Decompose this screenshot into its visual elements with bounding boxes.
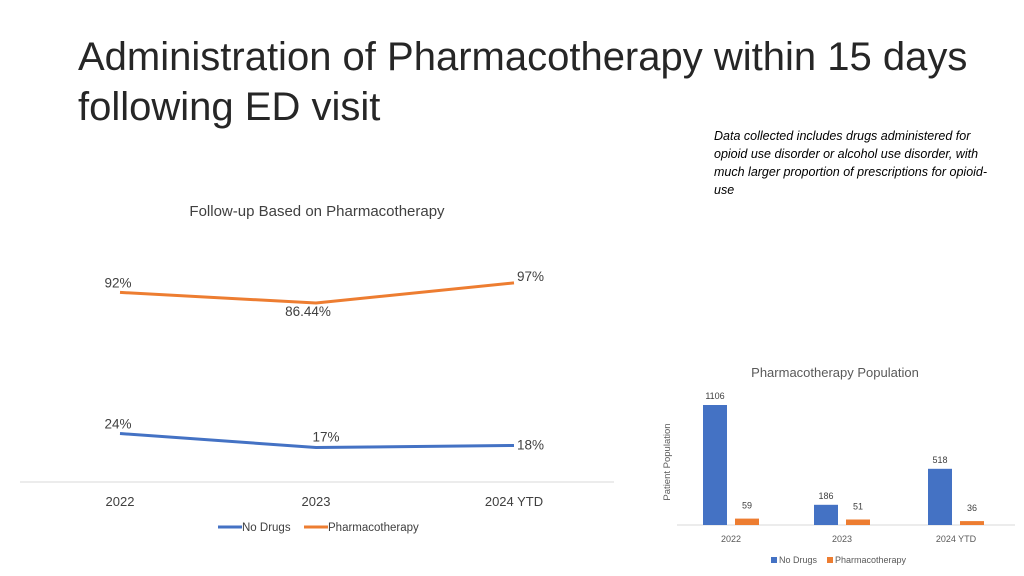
bar-label-no-drugs-2023: 186	[818, 491, 833, 501]
bar-chart-y-axis-label: Patient Population	[662, 423, 673, 500]
bar-pharmacotherapy-2024-ytd	[960, 521, 984, 525]
bar-x-tick-label-2024-ytd: 2024 YTD	[936, 534, 977, 544]
bar-no-drugs-2024-ytd	[928, 468, 952, 525]
bar-legend-label-no-drugs: No Drugs	[779, 555, 818, 565]
data-note: Data collected includes drugs administer…	[714, 129, 988, 197]
data-label-no-drugs-2024-ytd: 18%	[517, 438, 544, 453]
bar-legend-swatch-pharmacotherapy	[827, 557, 833, 563]
x-tick-label-2024-ytd: 2024 YTD	[485, 494, 543, 509]
data-label-pharmacotherapy-2024-ytd: 97%	[517, 269, 544, 284]
bar-label-pharmacotherapy-2022: 59	[742, 501, 752, 511]
population-bar-chart: Pharmacotherapy Population Patient Popul…	[662, 365, 1015, 565]
data-label-pharmacotherapy-2023: 86.44%	[285, 304, 331, 319]
bar-no-drugs-2022	[703, 405, 727, 525]
bar-pharmacotherapy-2022	[735, 518, 759, 525]
line-chart-title: Follow-up Based on Pharmacotherapy	[189, 203, 445, 220]
bar-x-tick-label-2022: 2022	[721, 534, 741, 544]
series-line-no-drugs	[119, 432, 515, 449]
bar-no-drugs-2023	[814, 504, 838, 525]
slide-title: Administration of Pharmacotherapy within…	[78, 35, 968, 129]
legend-label-pharmacotherapy: Pharmacotherapy	[328, 522, 419, 534]
bar-legend-label-pharmacotherapy: Pharmacotherapy	[835, 555, 907, 565]
bar-chart-title: Pharmacotherapy Population	[751, 365, 919, 380]
bar-x-tick-label-2023: 2023	[832, 534, 852, 544]
bar-legend-swatch-no-drugs	[771, 557, 777, 563]
legend-label-no-drugs: No Drugs	[242, 522, 291, 534]
data-label-no-drugs-2023: 17%	[312, 430, 339, 445]
followup-line-chart: Follow-up Based on Pharmacotherapy 2022 2…	[20, 203, 614, 534]
bar-pharmacotherapy-2023	[846, 519, 870, 525]
x-tick-label-2022: 2022	[106, 494, 135, 509]
bar-label-pharmacotherapy-2024-ytd: 36	[967, 503, 977, 513]
data-label-pharmacotherapy-2022: 92%	[104, 275, 131, 290]
x-tick-label-2023: 2023	[302, 494, 331, 509]
bar-label-no-drugs-2022: 1106	[705, 391, 724, 401]
bar-label-no-drugs-2024-ytd: 518	[932, 455, 947, 465]
series-line-pharmacotherapy	[119, 281, 515, 305]
data-label-no-drugs-2022: 24%	[104, 417, 131, 432]
bar-label-pharmacotherapy-2023: 51	[853, 502, 863, 512]
